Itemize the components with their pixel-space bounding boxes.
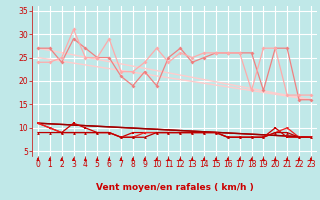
X-axis label: Vent moyen/en rafales ( km/h ): Vent moyen/en rafales ( km/h )	[96, 183, 253, 192]
